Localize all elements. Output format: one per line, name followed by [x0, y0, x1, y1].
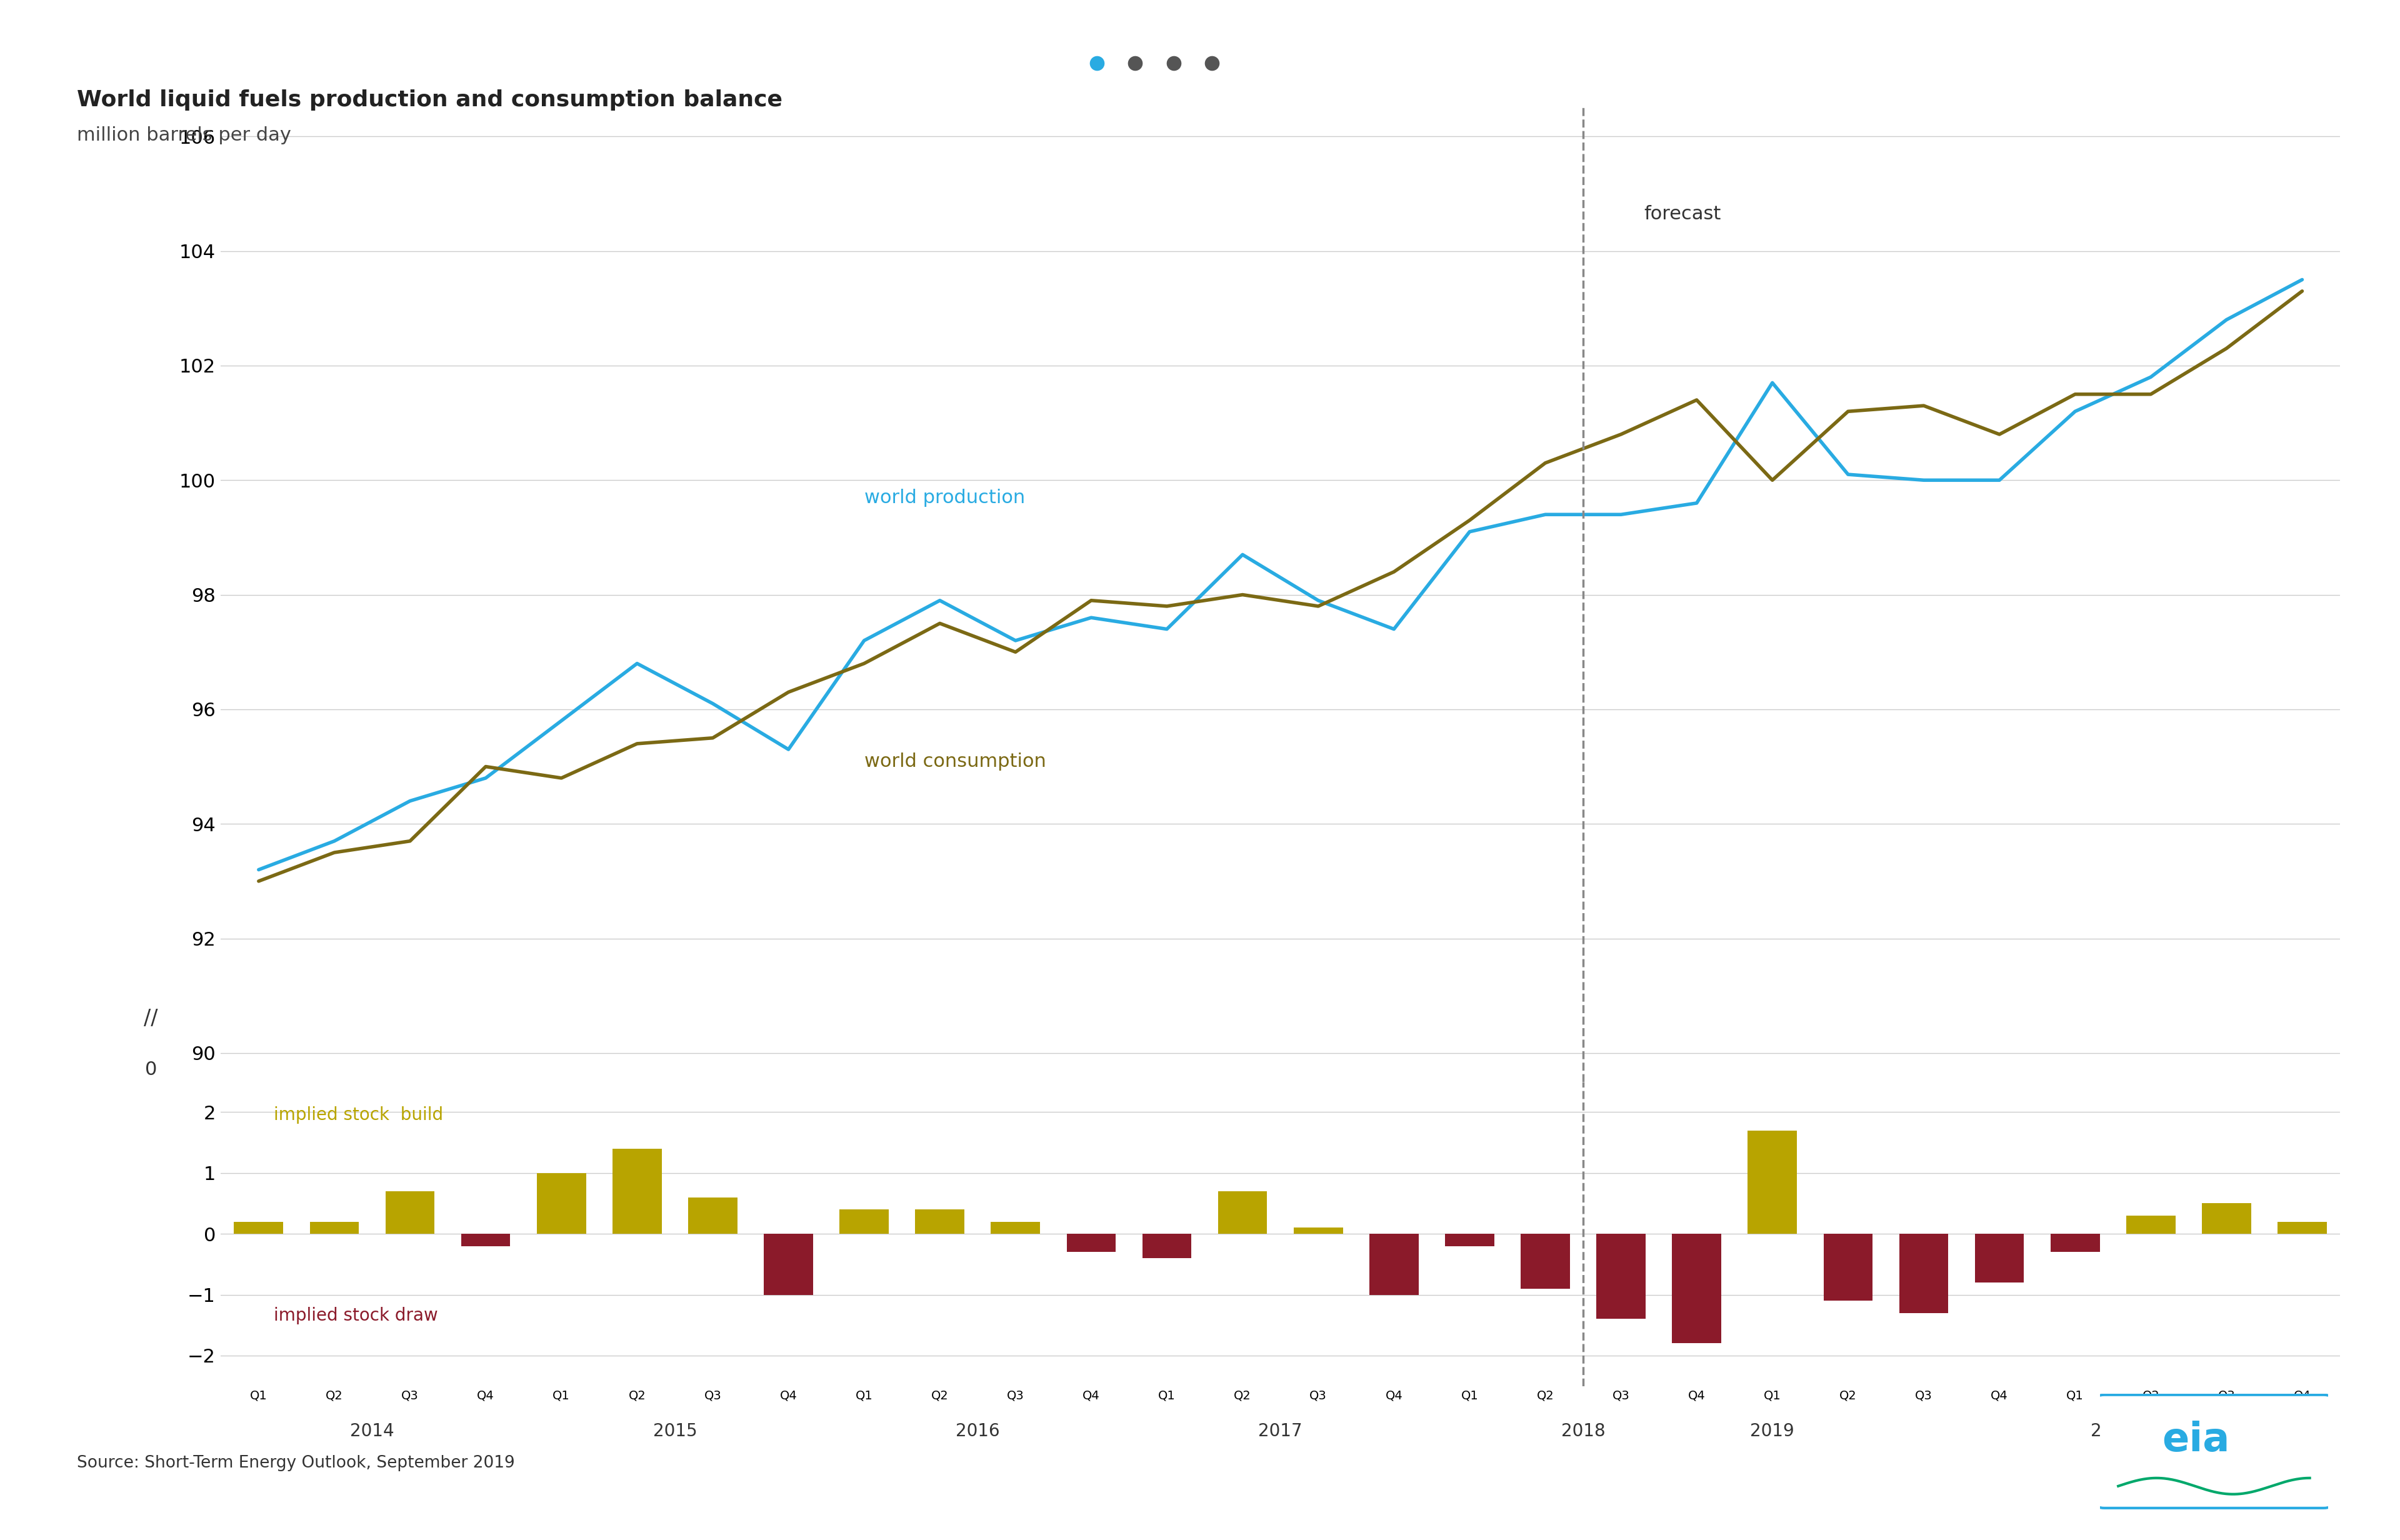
Text: 2020: 2020: [2090, 1423, 2136, 1440]
Bar: [1445, 1234, 1495, 1246]
Text: implied stock  build: implied stock build: [274, 1106, 444, 1124]
Bar: [1673, 1234, 1721, 1343]
Text: //: //: [144, 1009, 158, 1029]
FancyBboxPatch shape: [2095, 1395, 2333, 1508]
Text: 0: 0: [144, 1061, 156, 1080]
Bar: [1370, 1234, 1418, 1295]
Text: 2016: 2016: [955, 1423, 1001, 1440]
Bar: [310, 1221, 360, 1234]
Bar: [1066, 1234, 1116, 1252]
Bar: [914, 1209, 965, 1234]
Text: 2019: 2019: [1750, 1423, 1795, 1440]
Text: 2015: 2015: [653, 1423, 696, 1440]
Bar: [689, 1197, 737, 1234]
Bar: [2126, 1215, 2174, 1234]
Bar: [538, 1173, 586, 1234]
Bar: [2050, 1234, 2100, 1252]
Bar: [461, 1234, 511, 1246]
Text: eia: eia: [2162, 1420, 2230, 1460]
Bar: [1522, 1234, 1570, 1289]
Bar: [1142, 1234, 1190, 1258]
Bar: [612, 1149, 662, 1234]
Text: World liquid fuels production and consumption balance: World liquid fuels production and consum…: [77, 89, 782, 111]
Bar: [235, 1221, 283, 1234]
Text: 2018: 2018: [1560, 1423, 1606, 1440]
Bar: [1294, 1227, 1344, 1234]
Bar: [763, 1234, 814, 1295]
Text: world consumption: world consumption: [864, 752, 1046, 770]
Bar: [1824, 1234, 1872, 1301]
Text: 2014: 2014: [350, 1423, 394, 1440]
Bar: [1747, 1130, 1798, 1234]
Text: implied stock draw: implied stock draw: [274, 1307, 437, 1324]
Text: 2017: 2017: [1258, 1423, 1303, 1440]
Bar: [1898, 1234, 1949, 1314]
Bar: [840, 1209, 888, 1234]
Bar: [2201, 1203, 2251, 1234]
Text: Source: Short-Term Energy Outlook, September 2019: Source: Short-Term Energy Outlook, Septe…: [77, 1455, 514, 1472]
Bar: [386, 1192, 434, 1234]
Bar: [1217, 1192, 1267, 1234]
Text: forecast: forecast: [1644, 205, 1721, 223]
Bar: [1596, 1234, 1646, 1320]
Bar: [2278, 1221, 2326, 1234]
Text: million barrels per day: million barrels per day: [77, 126, 290, 145]
Bar: [1975, 1234, 2023, 1283]
Bar: [991, 1221, 1039, 1234]
Text: world production: world production: [864, 488, 1025, 507]
